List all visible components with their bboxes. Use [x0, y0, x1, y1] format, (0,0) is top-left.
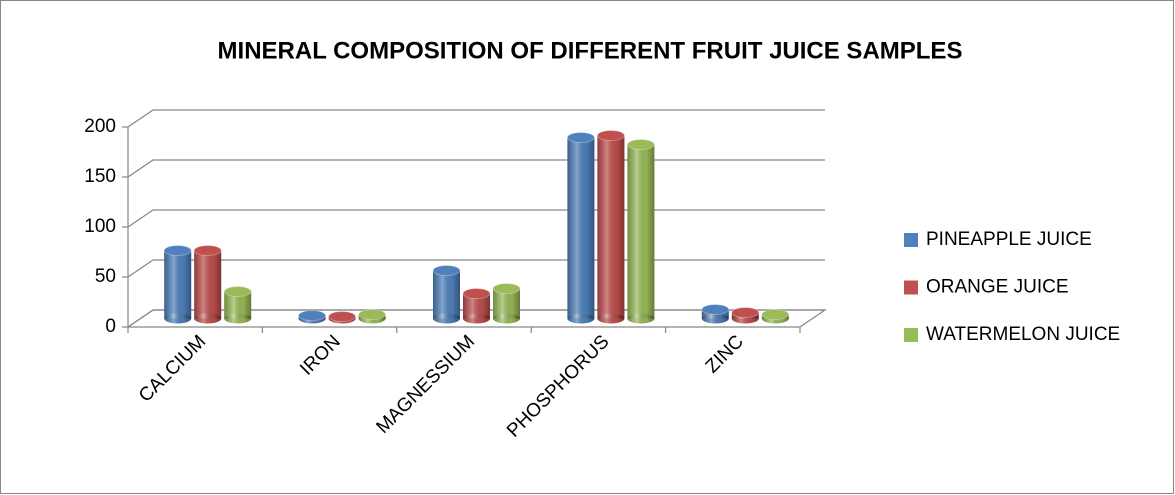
y-tick-label: 0 — [105, 316, 116, 337]
bar-base-shade — [567, 313, 595, 324]
bar-top — [358, 309, 387, 320]
bar-top — [298, 310, 327, 321]
bar — [163, 245, 192, 324]
legend-swatch — [904, 280, 918, 295]
bar — [193, 245, 222, 324]
bar-top — [432, 265, 461, 276]
bar-base-shade — [493, 313, 520, 324]
bar — [328, 311, 357, 324]
bar-top — [566, 132, 595, 143]
bar-top — [596, 130, 625, 141]
legend-swatch — [904, 233, 918, 247]
bar-shade — [567, 137, 595, 319]
bar — [596, 130, 625, 324]
y-tick-label: 150 — [84, 166, 116, 187]
chart-title: MINERAL COMPOSITION OF DIFFERENT FRUIT J… — [218, 37, 963, 64]
bar-shade — [164, 250, 192, 319]
bar — [358, 309, 387, 324]
bar — [223, 286, 252, 324]
bar — [626, 139, 655, 324]
bar-top — [328, 311, 357, 322]
bar-top — [731, 307, 760, 318]
legend-label: ORANGE JUICE — [926, 277, 1069, 298]
legend-label: WATERMELON JUICE — [926, 324, 1120, 345]
bar-top — [492, 283, 521, 294]
legend-label: PINEAPPLE JUICE — [926, 229, 1092, 250]
bar-top — [626, 139, 655, 150]
bar-shade — [433, 270, 460, 319]
bar-top — [701, 304, 730, 315]
bar-base-shade — [701, 313, 729, 324]
bar — [761, 309, 790, 324]
bar — [432, 265, 461, 324]
bar-base-shade — [194, 313, 222, 324]
y-tick-label: 50 — [95, 266, 116, 287]
grid-line — [127, 109, 825, 128]
y-tick-label: 100 — [84, 216, 116, 237]
legend-swatch — [904, 328, 918, 342]
bar — [701, 304, 730, 324]
bar — [298, 310, 327, 324]
bar — [462, 288, 491, 324]
bar-base-shade — [597, 313, 625, 324]
bar-shade — [597, 135, 625, 319]
bar-shade — [627, 144, 655, 319]
bar-base-shade — [433, 313, 460, 324]
bar — [731, 307, 760, 324]
bar — [492, 283, 521, 324]
bar-top — [761, 309, 790, 320]
bar-shade — [194, 250, 222, 319]
y-tick-label: 200 — [84, 116, 116, 137]
bar-base-shade — [164, 313, 192, 324]
bar-base-shade — [224, 313, 252, 324]
bar-top — [223, 286, 252, 297]
bar-top — [193, 245, 222, 256]
bar-base-shade — [627, 313, 655, 324]
bar-base-shade — [463, 313, 490, 324]
bar — [566, 132, 595, 324]
bar-top — [163, 245, 192, 256]
bar-top — [462, 288, 491, 299]
